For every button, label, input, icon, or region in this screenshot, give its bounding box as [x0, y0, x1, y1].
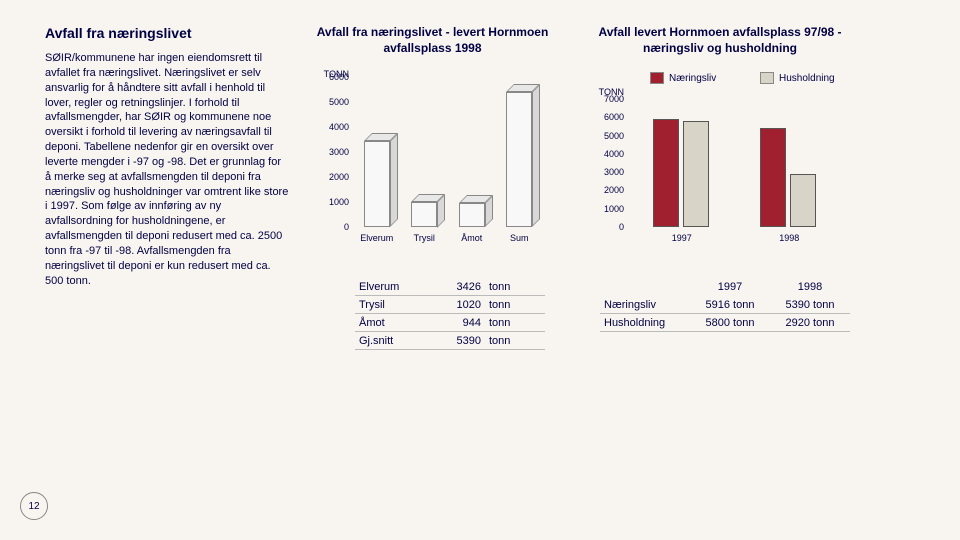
- chart-1-xtick: Trysil: [401, 233, 449, 243]
- legend-label: Husholdning: [779, 73, 835, 84]
- legend-swatch: [760, 72, 774, 84]
- cell-value: 5390: [435, 335, 485, 347]
- chart-2-legend-item: Næringsliv: [650, 72, 716, 84]
- chart-2: Avfall levert Hornmoen avfallsplass 97/9…: [590, 25, 850, 244]
- chart-1-ytick: 5000: [315, 97, 349, 107]
- cell-unit: tonn: [485, 335, 535, 347]
- cell-unit: tonn: [485, 299, 535, 311]
- cell-value: 3426: [435, 281, 485, 293]
- table-2: 19971998Næringsliv5916 tonn5390 tonnHush…: [600, 278, 850, 332]
- table-row: Gj.snitt5390tonn: [355, 332, 545, 350]
- chart-1-plot: [353, 77, 543, 227]
- cell-value: 5916 tonn: [690, 299, 770, 311]
- chart-2-plot: [628, 99, 843, 227]
- cell-unit: tonn: [485, 317, 535, 329]
- cell-unit: tonn: [485, 281, 535, 293]
- legend-label: Næringsliv: [669, 73, 716, 84]
- cell-value: 2920 tonn: [770, 317, 850, 329]
- section-heading: Avfall fra næringslivet: [45, 25, 290, 41]
- chart-1-ytick: 6000: [315, 72, 349, 82]
- cell-value: 1020: [435, 299, 485, 311]
- chart-2-bar: [653, 119, 679, 227]
- table-row: Åmot944tonn: [355, 314, 545, 332]
- chart-2-ytick: 6000: [590, 112, 624, 122]
- chart-2-ytick: 1000: [590, 204, 624, 214]
- chart-1-ytick: 4000: [315, 122, 349, 132]
- chart-1: Avfall fra næringslivet - levert Hornmoe…: [315, 25, 550, 244]
- chart-2-xtick: 1997: [628, 233, 736, 243]
- cell-label: Elverum: [355, 281, 435, 293]
- table-1: Elverum3426tonnTrysil1020tonnÅmot944tonn…: [355, 278, 545, 350]
- cell-value: 5390 tonn: [770, 299, 850, 311]
- chart-1-xtick: Åmot: [448, 233, 496, 243]
- chart-2-bar: [760, 128, 786, 227]
- chart-2-bar: [790, 174, 816, 227]
- chart-2-ytick: 3000: [590, 167, 624, 177]
- cell-label: Husholdning: [600, 317, 690, 329]
- cell-label: Trysil: [355, 299, 435, 311]
- cell-value: 5800 tonn: [690, 317, 770, 329]
- cell-label: Gj.snitt: [355, 335, 435, 347]
- chart-1-ytick: 0: [315, 222, 349, 232]
- chart-2-ytick: 2000: [590, 185, 624, 195]
- chart-1-ytick: 3000: [315, 147, 349, 157]
- body-text-column: Avfall fra næringslivet SØIR/kommunene h…: [45, 25, 290, 289]
- cell-header: 1998: [770, 281, 850, 293]
- cell-value: 944: [435, 317, 485, 329]
- table-row: Næringsliv5916 tonn5390 tonn: [600, 296, 850, 314]
- page-number: 12: [20, 492, 48, 520]
- table-row: Trysil1020tonn: [355, 296, 545, 314]
- chart-1-bar: [506, 84, 540, 227]
- table-row: Elverum3426tonn: [355, 278, 545, 296]
- chart-2-title: Avfall levert Hornmoen avfallsplass 97/9…: [590, 25, 850, 59]
- chart-2-ytick: 0: [590, 222, 624, 232]
- cell-label: Åmot: [355, 317, 435, 329]
- cell-header: 1997: [690, 281, 770, 293]
- chart-2-xtick: 1998: [736, 233, 844, 243]
- chart-2-bar: [683, 121, 709, 227]
- cell-label: Næringsliv: [600, 299, 690, 311]
- chart-1-xtick: Elverum: [353, 233, 401, 243]
- section-body: SØIR/kommunene har ingen eiendomsrett ti…: [45, 51, 290, 289]
- chart-2-ytick: 5000: [590, 131, 624, 141]
- chart-1-bar: [411, 194, 445, 228]
- chart-2-ytick: 7000: [590, 94, 624, 104]
- chart-1-ytick: 1000: [315, 197, 349, 207]
- table-row: 19971998: [600, 278, 850, 296]
- chart-1-bar: [459, 195, 493, 227]
- chart-2-ytick: 4000: [590, 149, 624, 159]
- chart-1-title: Avfall fra næringslivet - levert Hornmoe…: [315, 25, 550, 59]
- chart-1-bar: [364, 133, 398, 227]
- table-row: Husholdning5800 tonn2920 tonn: [600, 314, 850, 332]
- chart-2-legend-item: Husholdning: [760, 72, 835, 84]
- chart-1-ytick: 2000: [315, 172, 349, 182]
- chart-1-xtick: Sum: [496, 233, 544, 243]
- legend-swatch: [650, 72, 664, 84]
